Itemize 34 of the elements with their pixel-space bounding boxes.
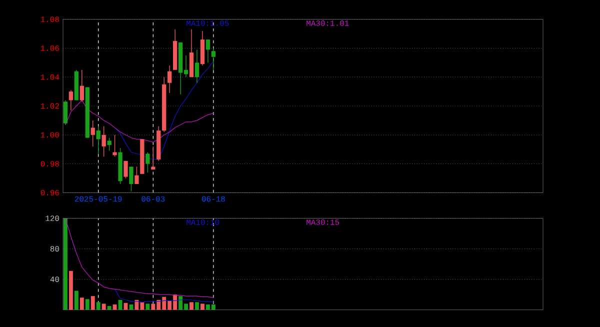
candlestick [96, 126, 100, 154]
candlestick [194, 49, 200, 84]
bar [68, 270, 73, 310]
candlestick [107, 137, 112, 152]
candlestick [124, 160, 128, 179]
bar [200, 304, 204, 310]
bar [146, 304, 150, 310]
bar [112, 304, 117, 310]
bar [63, 218, 68, 310]
bar [80, 298, 84, 310]
candlestick [134, 166, 139, 184]
candlestick [129, 166, 134, 192]
candlestick [168, 65, 172, 94]
bar [74, 290, 78, 310]
bar [102, 304, 106, 310]
candlestick [68, 90, 74, 111]
bar [195, 302, 199, 310]
candlestick [206, 39, 210, 63]
candlestick [63, 100, 68, 126]
bar [124, 302, 128, 310]
candlestick [211, 48, 216, 70]
candlestick [102, 126, 106, 157]
bar [90, 296, 95, 310]
bar [129, 304, 134, 310]
bar [190, 302, 194, 310]
candlestick [146, 152, 150, 173]
bar [107, 306, 112, 310]
candlestick [80, 70, 84, 102]
candlestick [112, 134, 117, 157]
bar [85, 299, 90, 310]
candlestick [151, 146, 156, 170]
bar [118, 300, 122, 310]
bar [96, 302, 100, 310]
candlestick [90, 120, 95, 147]
